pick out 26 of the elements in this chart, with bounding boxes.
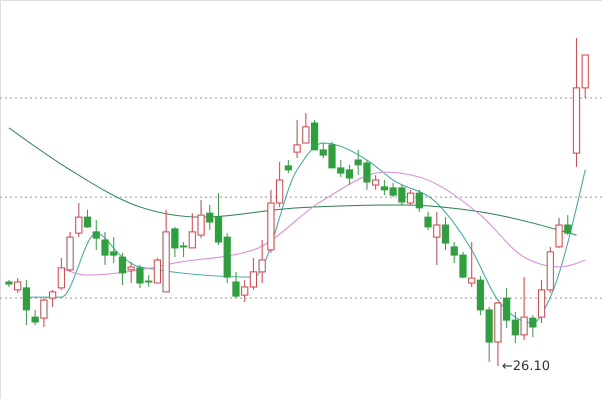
candlestick [22,280,30,326]
candlestick [32,309,39,326]
candlestick [372,174,380,190]
candlestick [468,242,476,288]
candlestick [520,276,528,341]
candlestick [564,214,572,236]
candlestick [424,211,432,230]
candlestick [118,252,126,286]
candlestick [14,278,22,294]
candlestick [92,220,100,250]
candlestick [416,189,423,212]
annotation: ←26.10 [502,359,550,374]
candlestick [529,314,536,338]
candlestick [128,262,135,284]
candlestick [84,209,92,228]
candlestick [555,218,563,248]
candlestick [433,211,440,266]
candlestick [48,289,56,308]
candlestick [40,298,48,328]
candlestick [442,216,450,250]
candlestick [75,202,82,238]
candlestick [293,120,301,159]
candlestick [232,271,240,299]
candlestick [406,189,414,206]
candlestick [302,112,310,144]
candlestick [284,160,292,174]
